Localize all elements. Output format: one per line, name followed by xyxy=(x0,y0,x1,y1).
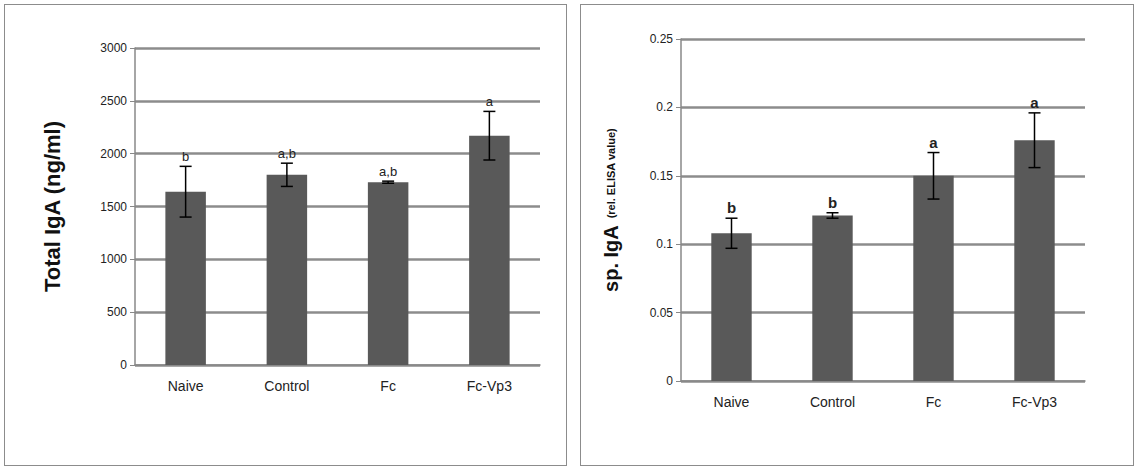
svg-text:500: 500 xyxy=(107,305,127,319)
svg-text:Total IgA (ng/ml): Total IgA (ng/ml) xyxy=(40,121,65,292)
svg-text:0: 0 xyxy=(120,358,127,372)
svg-text:a,b: a,b xyxy=(278,146,296,161)
svg-text:b: b xyxy=(828,194,837,211)
svg-text:1500: 1500 xyxy=(100,200,127,214)
svg-text:Naive: Naive xyxy=(168,378,204,394)
svg-text:b: b xyxy=(182,149,189,164)
svg-text:Naive: Naive xyxy=(714,394,750,410)
svg-text:Fc-Vp3: Fc-Vp3 xyxy=(1012,394,1057,410)
svg-text:0.05: 0.05 xyxy=(650,306,674,320)
svg-text:0.25: 0.25 xyxy=(650,32,674,46)
svg-text:a: a xyxy=(486,94,494,109)
svg-text:a: a xyxy=(929,134,938,151)
svg-text:(rel. ELISA value): (rel. ELISA value) xyxy=(605,128,617,218)
svg-text:2500: 2500 xyxy=(100,94,127,108)
svg-text:a: a xyxy=(1030,94,1039,111)
svg-text:3000: 3000 xyxy=(100,41,127,55)
svg-text:2000: 2000 xyxy=(100,147,127,161)
svg-text:Fc-Vp3: Fc-Vp3 xyxy=(467,378,512,394)
svg-text:0.15: 0.15 xyxy=(650,169,674,183)
svg-text:0.2: 0.2 xyxy=(656,100,673,114)
svg-text:Fc: Fc xyxy=(380,378,396,394)
svg-text:Control: Control xyxy=(810,394,855,410)
svg-text:Fc: Fc xyxy=(926,394,942,410)
svg-text:Control: Control xyxy=(264,378,309,394)
svg-text:a,b: a,b xyxy=(379,164,397,179)
svg-text:sp. IgA: sp. IgA xyxy=(600,225,622,292)
svg-text:0: 0 xyxy=(666,374,673,388)
svg-text:1000: 1000 xyxy=(100,252,127,266)
svg-text:b: b xyxy=(727,199,736,216)
svg-text:0.1: 0.1 xyxy=(656,237,673,251)
